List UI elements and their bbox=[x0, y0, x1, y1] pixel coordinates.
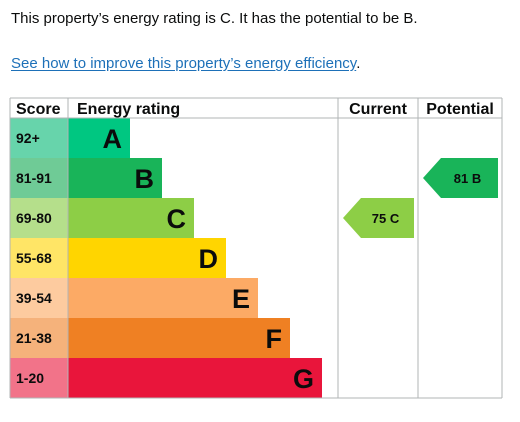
rating-bar-b bbox=[68, 158, 162, 198]
rating-letter-g: G bbox=[293, 364, 314, 394]
score-label-d: 55-68 bbox=[16, 250, 52, 266]
rating-bar-a bbox=[68, 118, 130, 158]
rating-bar-g bbox=[68, 358, 322, 398]
score-cell-a bbox=[10, 118, 68, 158]
rating-bar-f bbox=[68, 318, 290, 358]
score-label-f: 21-38 bbox=[16, 330, 52, 346]
rating-letter-d: D bbox=[199, 244, 219, 274]
score-cell-c bbox=[10, 198, 68, 238]
rating-letter-f: F bbox=[266, 324, 283, 354]
score-label-a: 92+ bbox=[16, 130, 40, 146]
rating-letter-e: E bbox=[232, 284, 250, 314]
header-potential: Potential bbox=[426, 101, 494, 118]
improve-efficiency-link[interactable]: See how to improve this property’s energ… bbox=[11, 55, 357, 72]
score-label-b: 81-91 bbox=[16, 170, 52, 186]
score-cell-e bbox=[10, 278, 68, 318]
improve-efficiency-line: See how to improve this property’s energ… bbox=[11, 54, 360, 74]
score-cell-b bbox=[10, 158, 68, 198]
header-score: Score bbox=[16, 101, 61, 118]
score-cell-g bbox=[10, 358, 68, 398]
energy-rating-summary: This property’s energy rating is C. It h… bbox=[11, 10, 418, 27]
rating-letter-c: C bbox=[167, 204, 187, 234]
score-label-e: 39-54 bbox=[16, 290, 52, 306]
link-suffix: . bbox=[356, 55, 361, 72]
rating-letter-b: B bbox=[135, 164, 155, 194]
rating-letter-a: A bbox=[103, 124, 123, 154]
score-cell-d bbox=[10, 238, 68, 278]
rating-bar-d bbox=[68, 238, 226, 278]
header-current: Current bbox=[349, 101, 407, 118]
score-cell-f bbox=[10, 318, 68, 358]
score-label-c: 69-80 bbox=[16, 210, 52, 226]
rating-bar-c bbox=[68, 198, 194, 238]
potential-rating-label: 81 B bbox=[454, 171, 481, 186]
score-label-g: 1-20 bbox=[16, 370, 44, 386]
current-rating-label: 75 C bbox=[372, 211, 400, 226]
potential-arrow bbox=[423, 158, 498, 198]
rating-bar-e bbox=[68, 278, 258, 318]
header-energy-rating: Energy rating bbox=[77, 101, 180, 118]
current-arrow bbox=[343, 198, 414, 238]
